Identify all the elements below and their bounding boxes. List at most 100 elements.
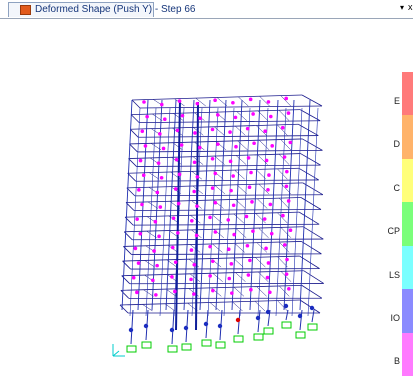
hinge-marker <box>208 244 212 249</box>
floor-beam <box>127 172 136 182</box>
hinge-marker <box>195 175 200 179</box>
hinge-marker <box>246 273 251 277</box>
hinge-marker <box>176 231 180 235</box>
hinge-marker <box>264 158 269 163</box>
floor-beam <box>214 185 226 195</box>
legend-label: CP <box>387 226 400 237</box>
hinge-marker <box>216 142 220 146</box>
hinge-marker <box>244 214 249 219</box>
floor-beam <box>255 169 267 180</box>
hinge-marker <box>143 323 149 329</box>
tab-list-dropdown-icon[interactable]: ▾ <box>400 3 405 12</box>
floor-beam <box>121 275 130 284</box>
hinge-marker <box>268 290 272 295</box>
hinge-marker <box>190 219 194 223</box>
floor-beam <box>279 285 290 297</box>
floor-beam <box>235 272 246 282</box>
legend-label: D <box>393 139 401 150</box>
hinge-marker <box>227 276 232 281</box>
hinge-marker <box>250 200 254 204</box>
pile <box>171 309 175 345</box>
floor-beam <box>280 227 292 238</box>
legend-swatch <box>402 289 413 333</box>
floor-beam <box>120 290 130 299</box>
floor-beam <box>119 304 129 314</box>
column <box>249 99 261 311</box>
close-tab-icon[interactable]: x <box>408 2 413 12</box>
hinge-marker <box>140 129 145 134</box>
floor-beam <box>236 184 248 195</box>
support-symbol <box>281 321 292 329</box>
hinge-marker <box>248 97 253 102</box>
hinge-marker <box>213 171 218 176</box>
tab-deformed-shape[interactable]: Deformed Shape (Push Y) - Step 66 <box>8 2 195 17</box>
floor-beam <box>214 126 225 136</box>
hinge-marker <box>173 187 178 191</box>
hinge-marker <box>153 219 158 224</box>
legend-label: C <box>393 182 401 193</box>
floor-beam <box>256 125 267 136</box>
floor-beam <box>235 155 247 165</box>
hinge-marker <box>228 159 233 164</box>
hinge-marker <box>229 262 234 266</box>
hinge-marker <box>131 275 136 280</box>
hinge-marker <box>140 202 144 207</box>
floor-beam <box>256 286 267 297</box>
column <box>257 107 269 317</box>
hinge-marker <box>128 327 134 333</box>
hinge-marker <box>217 323 223 329</box>
floor-beam <box>258 227 269 238</box>
model-viewport[interactable] <box>0 19 413 385</box>
hinge-marker <box>195 204 199 208</box>
hinge-marker <box>249 170 253 175</box>
support-symbol <box>201 339 212 347</box>
hinge-marker <box>180 113 185 118</box>
column <box>145 107 157 317</box>
column <box>299 99 311 311</box>
floor-beam <box>303 226 324 240</box>
hinge-marker <box>232 232 236 237</box>
hinge-marker <box>233 115 238 120</box>
floor-beam <box>152 113 163 121</box>
floor-beam <box>148 172 160 180</box>
floor-beam <box>277 168 288 180</box>
hinge-marker <box>264 246 268 251</box>
floor-beam <box>131 99 141 109</box>
hinge-marker <box>265 309 271 315</box>
floor-beam <box>147 201 159 209</box>
floor-beam <box>138 135 319 138</box>
hinge-marker <box>193 131 197 135</box>
hinge-marker <box>285 257 289 262</box>
hinge-marker <box>266 261 271 265</box>
floor-beam <box>130 123 299 130</box>
floor-beam <box>235 228 247 238</box>
hinge-marker <box>231 100 235 105</box>
hinge-legend <box>402 72 413 376</box>
hinge-marker <box>203 321 209 327</box>
hinge-marker <box>297 313 303 319</box>
hinge-marker <box>192 262 197 267</box>
hinge-marker <box>195 101 200 106</box>
hinge-marker <box>169 327 175 333</box>
hinge-marker <box>231 203 236 208</box>
floor-beam <box>142 304 153 312</box>
hinge-marker <box>161 146 166 151</box>
floor-beam <box>238 96 249 107</box>
floor-beam <box>209 302 221 312</box>
support-symbol <box>126 345 137 353</box>
hinge-marker <box>213 230 218 234</box>
hinge-marker <box>170 245 175 250</box>
hinge-marker <box>280 125 285 130</box>
hinge-marker <box>183 325 189 331</box>
support-symbol <box>233 335 244 343</box>
floor-beam <box>190 215 201 224</box>
hinge-marker <box>265 275 270 280</box>
hinge-marker <box>228 130 232 134</box>
floor-beam <box>133 223 320 226</box>
hinge-marker <box>152 249 156 253</box>
hinge-marker <box>157 234 161 239</box>
legend-label: IO <box>390 313 400 324</box>
hinge-marker <box>142 100 146 104</box>
hinge-marker <box>226 218 231 222</box>
floor-beam <box>139 105 323 109</box>
